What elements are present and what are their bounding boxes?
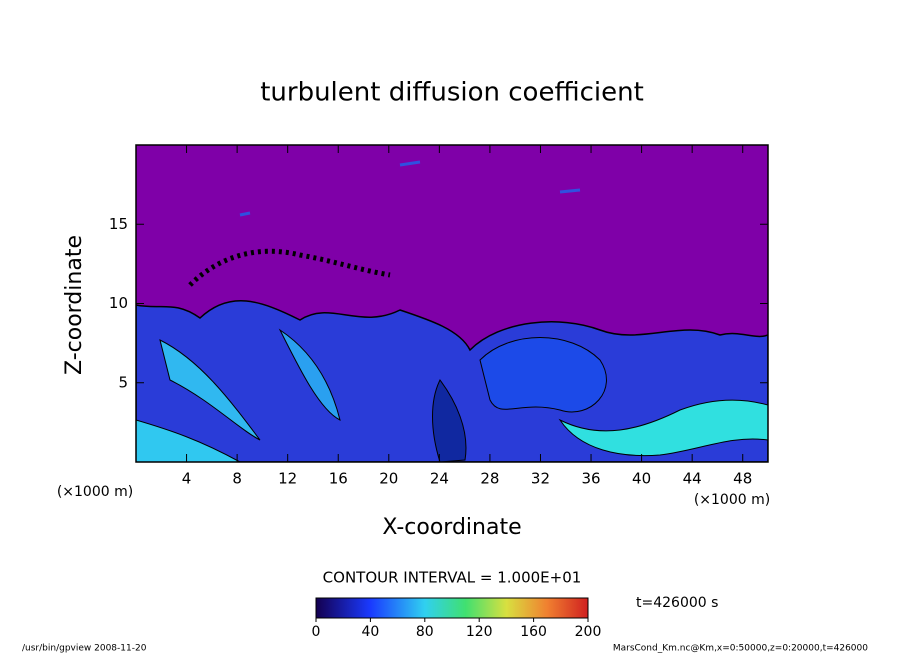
x-tick-label: 12 [278, 470, 297, 488]
y-tick-label: 5 [118, 373, 128, 391]
colorbar-tick-label: 160 [520, 624, 547, 640]
colorbar-tick-label: 40 [361, 624, 379, 640]
x-tick-label: 40 [632, 470, 651, 488]
y-axis-unit: (×1000 m) [57, 484, 133, 500]
field [136, 145, 768, 462]
x-axis-label: X-coordinate [382, 515, 521, 540]
colorbar-tick-label: 120 [466, 624, 493, 640]
x-tick-label: 16 [329, 470, 348, 488]
colorbar [315, 597, 589, 619]
x-tick-label: 20 [379, 470, 398, 488]
x-axis-unit: (×1000 m) [694, 492, 770, 508]
footer-left: /usr/bin/gpview 2008-11-20 [22, 644, 147, 654]
x-tick-label: 48 [733, 470, 752, 488]
y-axis-label: Z-coordinate [62, 235, 87, 375]
colorbar-tick-label: 0 [312, 624, 321, 640]
colorbar-tick-label: 200 [575, 624, 602, 640]
x-tick-label: 28 [480, 470, 499, 488]
y-tick-label: 10 [109, 294, 128, 312]
x-tick-label: 8 [232, 470, 242, 488]
x-tick-label: 32 [531, 470, 550, 488]
x-tick-label: 4 [182, 470, 192, 488]
x-tick-label: 36 [581, 470, 600, 488]
contour-interval: CONTOUR INTERVAL = 1.000E+01 [323, 569, 582, 587]
time-label: t=426000 s [636, 595, 718, 611]
x-tick-label: 24 [430, 470, 449, 488]
footer-right: MarsCond_Km.nc@Km,x=0:50000,z=0:20000,t=… [613, 644, 868, 654]
y-tick-label: 15 [109, 215, 128, 233]
chart-title: turbulent diffusion coefficient [260, 78, 644, 108]
colorbar-tick-label: 80 [416, 624, 434, 640]
x-tick-label: 44 [683, 470, 702, 488]
